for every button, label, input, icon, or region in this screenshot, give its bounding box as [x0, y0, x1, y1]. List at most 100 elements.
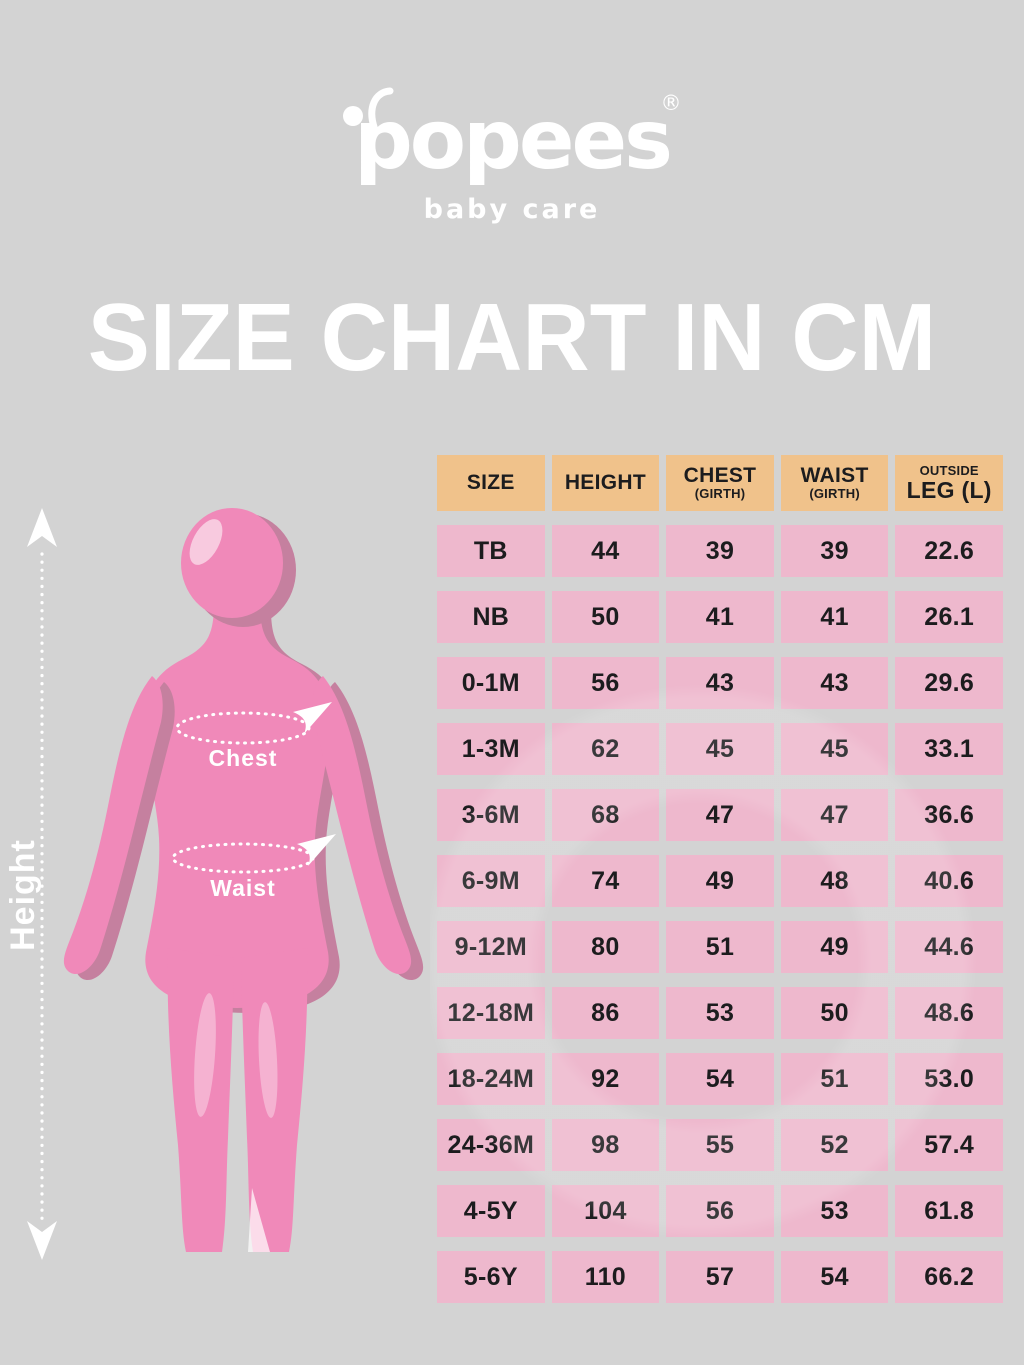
logo-bee-dot-icon — [343, 106, 363, 126]
value-cell: 26.1 — [895, 591, 1003, 643]
value-cell: 53 — [666, 987, 774, 1039]
value-cell: 80 — [551, 921, 660, 973]
header-label: WAIST — [800, 463, 869, 487]
right-thigh-highlight — [258, 1002, 278, 1118]
value-cell: 41 — [780, 591, 889, 643]
size-cell: TB — [437, 525, 545, 577]
value-cell: 98 — [551, 1119, 660, 1171]
value-cell: 61.8 — [895, 1185, 1003, 1237]
value-cell: 56 — [551, 657, 660, 709]
value-cell: 56 — [666, 1185, 774, 1237]
height-label: Height — [4, 839, 42, 951]
value-cell: 74 — [551, 855, 660, 907]
header-label: CHEST — [683, 463, 757, 487]
value-cell: 86 — [551, 987, 660, 1039]
header-label: SIZE — [466, 470, 515, 494]
value-cell: 57 — [666, 1251, 774, 1303]
value-cell: 66.2 — [895, 1251, 1003, 1303]
height-arrow-up-icon — [27, 508, 57, 547]
value-cell: 110 — [551, 1251, 660, 1303]
value-cell: 39 — [666, 525, 774, 577]
value-cell: 52 — [780, 1119, 889, 1171]
torso — [144, 608, 330, 1008]
brand-name: popees — [354, 93, 670, 188]
logo-antenna-icon — [368, 87, 394, 134]
brand-tagline: baby care — [424, 194, 601, 225]
header-label: HEIGHT — [564, 470, 646, 494]
value-cell: 92 — [551, 1053, 660, 1105]
value-cell: 36.6 — [895, 789, 1003, 841]
value-cell: 43 — [780, 657, 889, 709]
value-cell: 40.6 — [895, 855, 1003, 907]
value-cell: 53.0 — [895, 1053, 1003, 1105]
value-cell: 55 — [666, 1119, 774, 1171]
value-cell: 50 — [551, 591, 660, 643]
left-leg — [167, 948, 234, 1252]
value-cell: 41 — [666, 591, 774, 643]
value-cell: 48.6 — [895, 987, 1003, 1039]
waist-arrow-icon — [297, 834, 336, 866]
value-cell: 53 — [780, 1185, 889, 1237]
value-cell: 57.4 — [895, 1119, 1003, 1171]
left-thigh-highlight — [194, 993, 216, 1117]
value-cell: 47 — [780, 789, 889, 841]
value-cell: 22.6 — [895, 525, 1003, 577]
header-sub-label: (GIRTH) — [809, 486, 860, 502]
header-cell: CHEST (GIRTH) — [666, 455, 774, 511]
value-cell: 48 — [780, 855, 889, 907]
value-cell: 51 — [780, 1053, 889, 1105]
chest-label: Chest — [209, 745, 278, 771]
value-cell: 50 — [780, 987, 889, 1039]
header-cell: WAIST (GIRTH) — [780, 455, 889, 511]
value-cell: 39 — [780, 525, 889, 577]
header-pre-label: OUTSIDE — [919, 462, 979, 478]
child-figure — [63, 508, 424, 1252]
size-table: SIZE HEIGHT CHEST (GIRTH) WAIST (GIRTH) OUTSID… — [437, 455, 1003, 1303]
value-cell: 54 — [780, 1251, 889, 1303]
value-cell: 43 — [666, 657, 774, 709]
height-arrow-down-icon — [27, 1221, 57, 1260]
waist-label: Waist — [210, 875, 276, 901]
value-cell: 54 — [666, 1053, 774, 1105]
page-title: SIZE CHART IN CM — [87, 284, 937, 391]
brand-logo: popees ® baby care — [343, 87, 682, 225]
registered-mark: ® — [661, 91, 682, 115]
header-cell: SIZE — [437, 455, 545, 511]
size-cell: 1-3M — [437, 723, 545, 775]
value-cell: 47 — [666, 789, 774, 841]
value-cell: 44 — [551, 525, 660, 577]
value-cell: 51 — [666, 921, 774, 973]
size-cell: 9-12M — [437, 921, 545, 973]
size-cell: 6-9M — [437, 855, 545, 907]
header-label: LEG (L) — [906, 476, 992, 503]
value-cell: 104 — [551, 1185, 660, 1237]
size-cell: 4-5Y — [437, 1185, 545, 1237]
value-cell: 44.6 — [895, 921, 1003, 973]
leg-highlight-sliver — [248, 1188, 270, 1252]
size-cell: 5-6Y — [437, 1251, 545, 1303]
value-cell: 29.6 — [895, 657, 1003, 709]
head-highlight — [189, 519, 223, 565]
size-cell: 3-6M — [437, 789, 545, 841]
header-cell: OUTSIDE LEG (L) — [895, 455, 1003, 511]
value-cell: 49 — [666, 855, 774, 907]
size-cell: 18-24M — [437, 1053, 545, 1105]
value-cell: 45 — [780, 723, 889, 775]
right-leg — [241, 948, 308, 1252]
header-cell: HEIGHT — [551, 455, 660, 511]
size-cell: 24-36M — [437, 1119, 545, 1171]
value-cell: 33.1 — [895, 723, 1003, 775]
value-cell: 45 — [666, 723, 774, 775]
size-cell: 0-1M — [437, 657, 545, 709]
value-cell: 49 — [780, 921, 889, 973]
size-cell: 12-18M — [437, 987, 545, 1039]
size-cell: NB — [437, 591, 545, 643]
right-arm — [312, 676, 412, 975]
header-sub-label: (GIRTH) — [694, 486, 746, 502]
value-cell: 62 — [551, 723, 660, 775]
value-cell: 68 — [551, 789, 660, 841]
chest-arrow-icon — [293, 702, 332, 734]
measurement-figure: Height Chest Waist — [4, 508, 424, 1260]
left-arm — [63, 676, 163, 975]
